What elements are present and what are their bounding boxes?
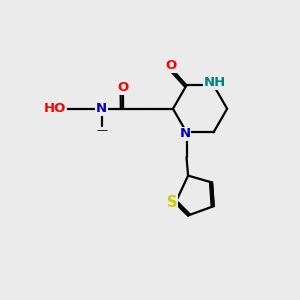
Text: N: N — [179, 127, 191, 140]
Text: NH: NH — [204, 76, 226, 89]
Text: HO: HO — [44, 102, 66, 115]
Text: —: — — [96, 125, 107, 135]
Text: N: N — [96, 102, 107, 115]
Text: O: O — [117, 81, 128, 94]
Text: S: S — [167, 195, 178, 210]
Text: O: O — [165, 59, 176, 72]
